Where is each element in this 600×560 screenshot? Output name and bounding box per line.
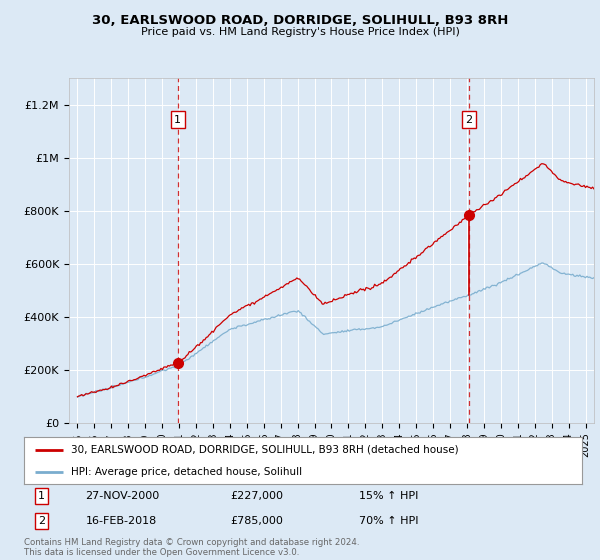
Text: 16-FEB-2018: 16-FEB-2018 [85, 516, 157, 526]
Text: 70% ↑ HPI: 70% ↑ HPI [359, 516, 418, 526]
Text: £227,000: £227,000 [230, 491, 283, 501]
Text: HPI: Average price, detached house, Solihull: HPI: Average price, detached house, Soli… [71, 466, 302, 477]
Text: 1: 1 [38, 491, 45, 501]
Text: 1: 1 [174, 115, 181, 125]
Text: 27-NOV-2000: 27-NOV-2000 [85, 491, 160, 501]
Text: 2: 2 [466, 115, 473, 125]
Text: Contains HM Land Registry data © Crown copyright and database right 2024.
This d: Contains HM Land Registry data © Crown c… [24, 538, 359, 557]
Text: 2: 2 [38, 516, 45, 526]
Text: 30, EARLSWOOD ROAD, DORRIDGE, SOLIHULL, B93 8RH (detached house): 30, EARLSWOOD ROAD, DORRIDGE, SOLIHULL, … [71, 445, 459, 455]
Text: 30, EARLSWOOD ROAD, DORRIDGE, SOLIHULL, B93 8RH: 30, EARLSWOOD ROAD, DORRIDGE, SOLIHULL, … [92, 14, 508, 27]
Text: £785,000: £785,000 [230, 516, 283, 526]
Text: 15% ↑ HPI: 15% ↑ HPI [359, 491, 418, 501]
Text: Price paid vs. HM Land Registry's House Price Index (HPI): Price paid vs. HM Land Registry's House … [140, 27, 460, 37]
